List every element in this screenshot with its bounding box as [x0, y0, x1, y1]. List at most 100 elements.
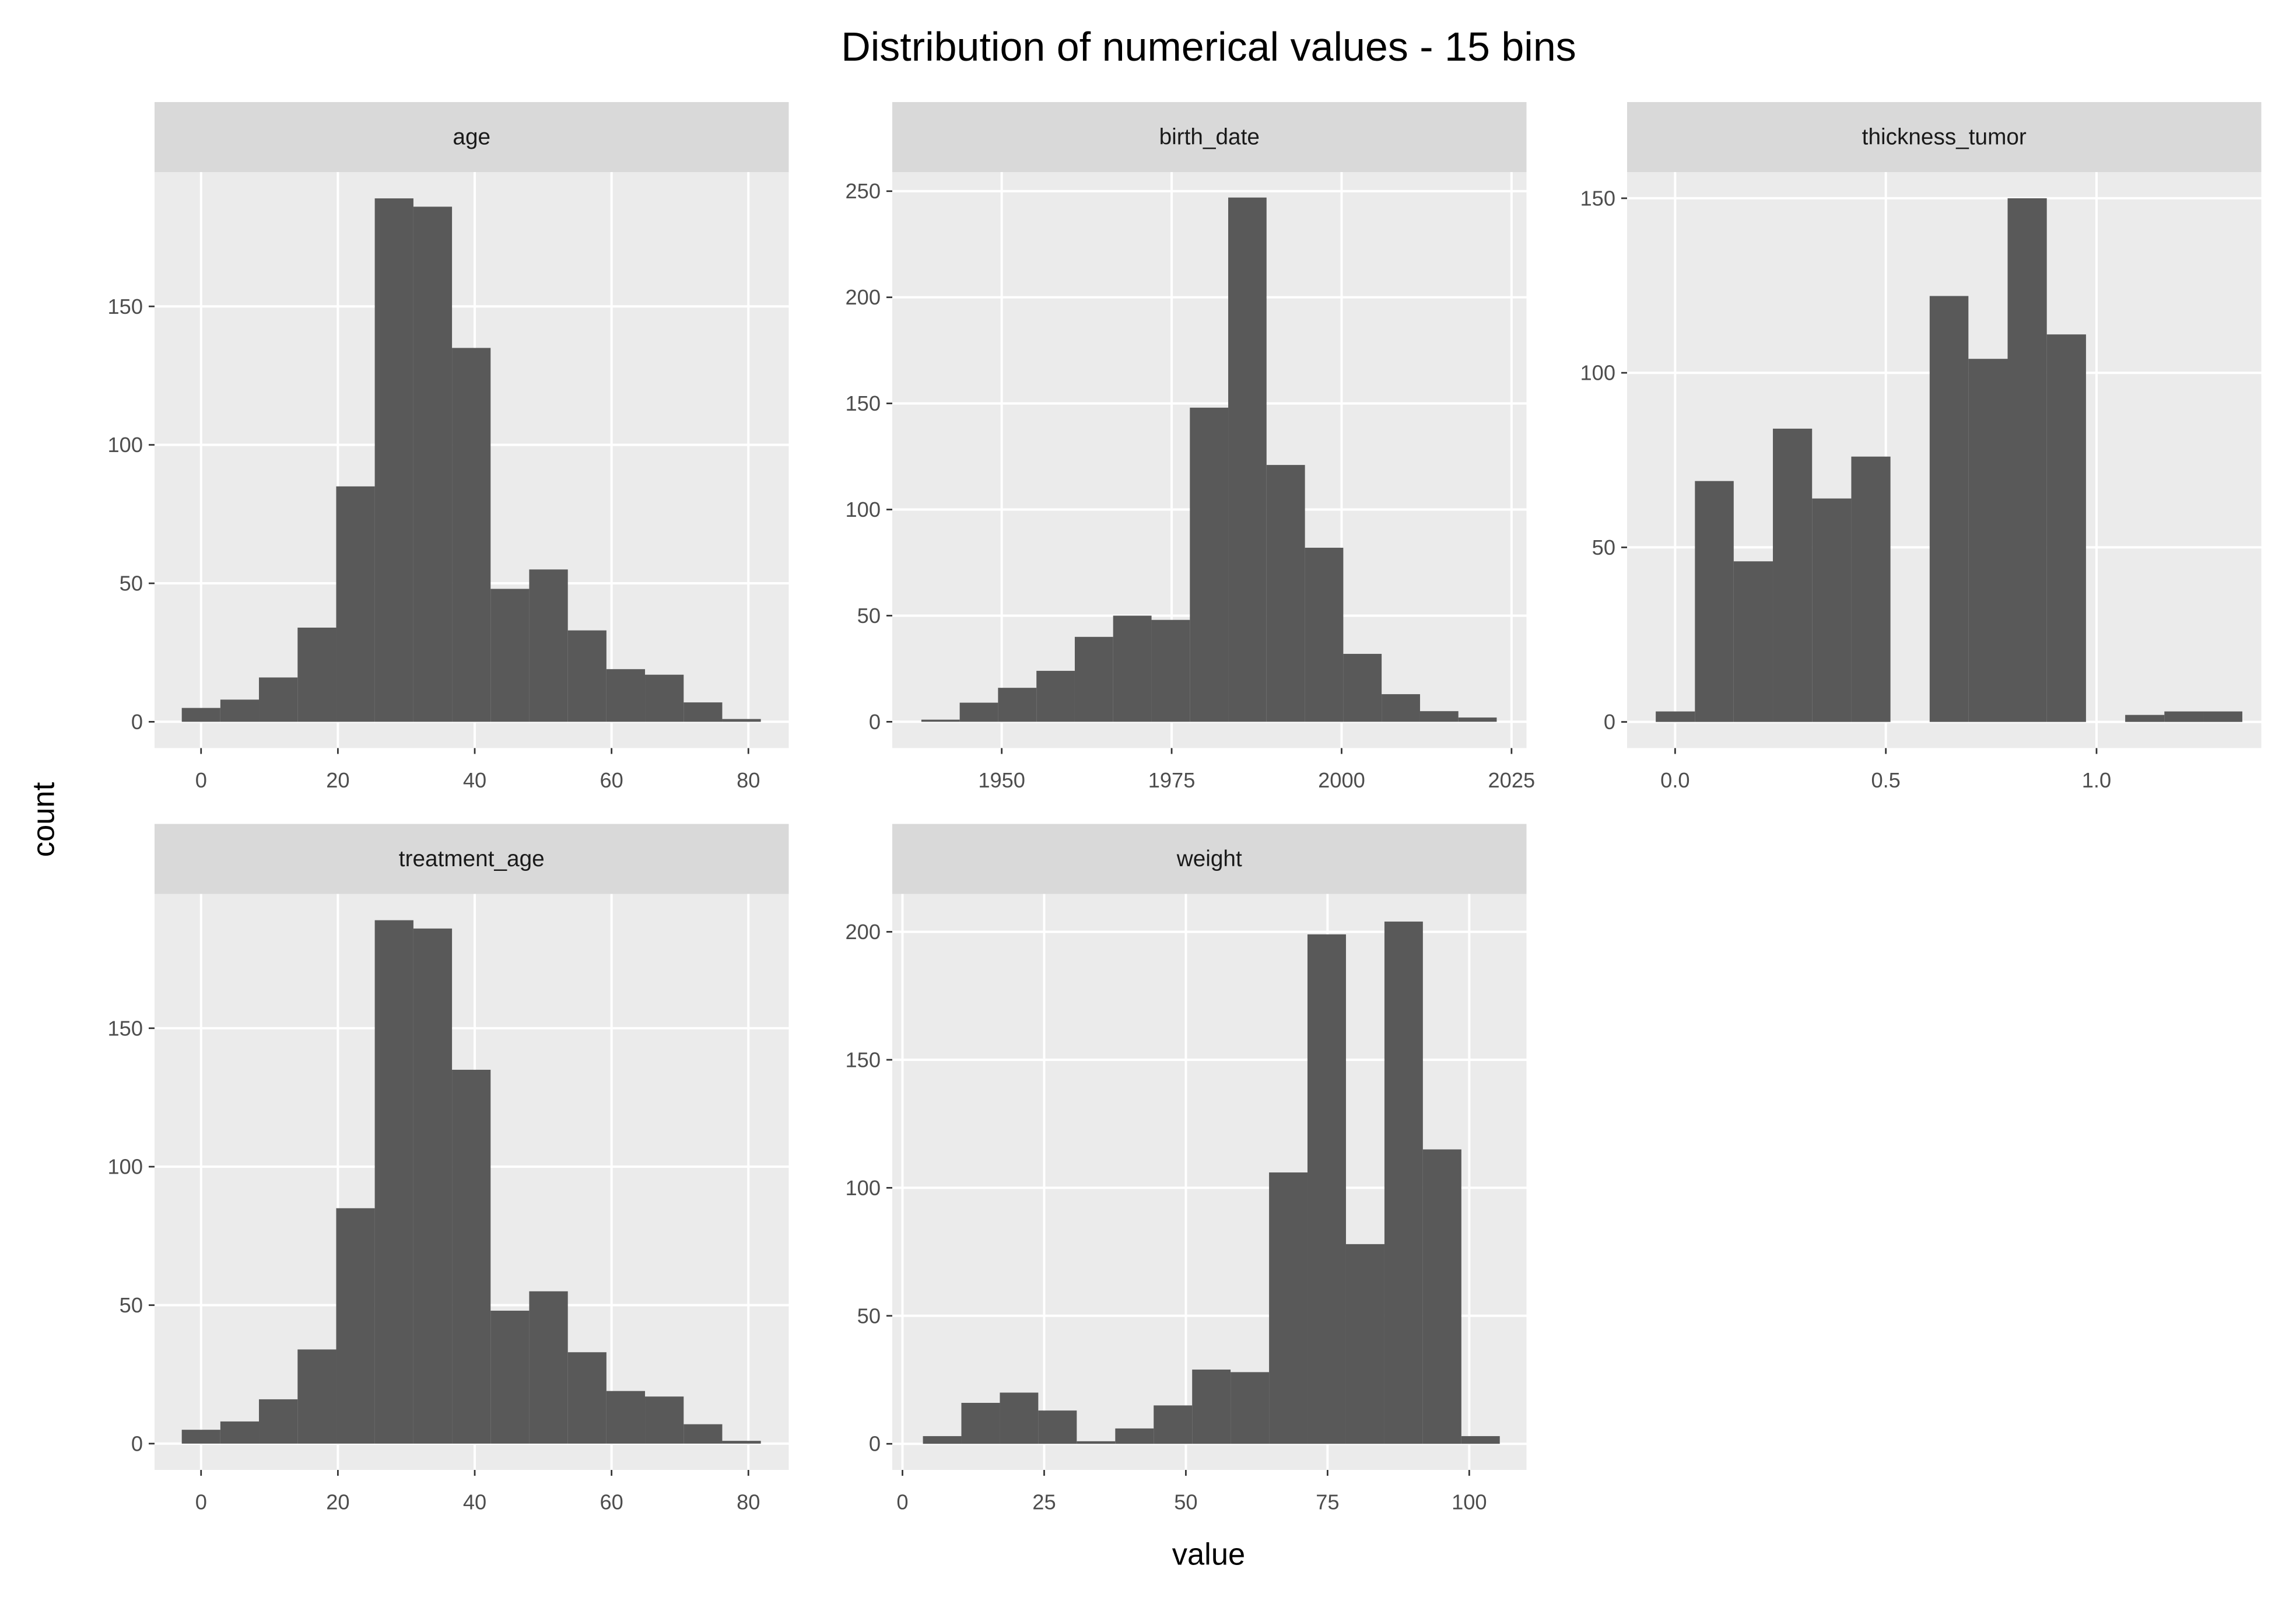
histogram-bar [1074, 636, 1113, 722]
y-tick-label: 100 [108, 1155, 143, 1179]
y-tick-label: 50 [857, 604, 881, 628]
x-tick-label: 0.0 [1660, 768, 1689, 792]
histogram-bar [1695, 481, 1734, 722]
y-tick-label: 100 [846, 1176, 881, 1200]
histogram-bar [1231, 1372, 1270, 1444]
histogram-bar [1000, 1392, 1039, 1444]
histogram-bar [683, 702, 723, 722]
histogram-bar [921, 719, 960, 722]
y-tick-label: 0 [131, 710, 143, 734]
histogram-bar [1422, 1149, 1461, 1444]
histogram-bar [722, 1441, 761, 1444]
y-tick-label: 150 [846, 1048, 881, 1072]
y-tick-label: 50 [1592, 535, 1615, 559]
strip-background [892, 102, 1527, 173]
histogram-bar [181, 1430, 220, 1444]
x-tick-label: 40 [463, 1490, 486, 1514]
strip-label: weight [1176, 846, 1242, 871]
y-tick-label: 50 [857, 1304, 881, 1328]
histogram-bar [1343, 653, 1382, 722]
histogram-bar [1458, 717, 1497, 722]
x-tick-label: 20 [326, 768, 349, 792]
x-tick-label: 1.0 [2082, 768, 2111, 792]
x-tick-label: 0.5 [1871, 768, 1900, 792]
histogram-bar [1036, 671, 1075, 722]
x-tick-label: 25 [1032, 1490, 1056, 1514]
histogram-bar [1419, 711, 1459, 722]
y-tick-label: 100 [108, 433, 143, 457]
histogram-bar [1382, 694, 1420, 722]
histogram-bar [374, 198, 413, 722]
histogram-bar [529, 569, 568, 722]
x-tick-label: 100 [1452, 1490, 1487, 1514]
histogram-bar [683, 1424, 723, 1444]
histogram-bar [1154, 1405, 1193, 1444]
x-tick-label: 0 [195, 1490, 207, 1514]
y-tick-label: 0 [869, 710, 881, 734]
histogram-bar [1151, 619, 1190, 722]
y-tick-label: 50 [120, 1293, 143, 1317]
histogram-bar [529, 1291, 568, 1444]
x-tick-label: 2000 [1318, 768, 1365, 792]
histogram-bar [2007, 198, 2047, 722]
histogram-bar [220, 699, 260, 722]
histogram-bar [1077, 1441, 1116, 1444]
x-tick-label: 20 [326, 1490, 349, 1514]
y-tick-label: 0 [1604, 710, 1615, 734]
histogram-bar [336, 486, 375, 722]
histogram-bar [1929, 296, 1969, 722]
histogram-bar [1733, 561, 1773, 722]
y-tick-label: 150 [108, 295, 143, 318]
strip-label: age [453, 125, 490, 150]
histogram-bar [961, 1403, 1000, 1444]
x-tick-label: 1950 [978, 768, 1025, 792]
x-tick-label: 1975 [1148, 768, 1196, 792]
histogram-bar [490, 589, 530, 722]
histogram-bar [220, 1421, 260, 1444]
y-tick-label: 200 [846, 920, 881, 944]
histogram-bar [998, 688, 1037, 722]
strip-background [1627, 102, 2262, 173]
histogram-bar [1384, 921, 1423, 1444]
strip-background [155, 824, 789, 894]
y-tick-label: 50 [120, 572, 143, 596]
x-tick-label: 50 [1174, 1490, 1197, 1514]
histogram-bar [959, 702, 998, 722]
strip-background [155, 102, 789, 173]
histogram-bar [490, 1311, 530, 1444]
x-axis-label: value [1172, 1538, 1246, 1572]
histogram-bar [259, 1399, 298, 1444]
histogram-bar [2046, 334, 2086, 722]
y-tick-label: 200 [846, 285, 881, 309]
histogram-bar [374, 920, 413, 1444]
y-axis-label: count [27, 782, 61, 857]
histogram-bar [1269, 1172, 1308, 1444]
x-tick-label: 80 [737, 1490, 760, 1514]
histogram-bar [645, 674, 684, 722]
histogram-bar [1812, 498, 1852, 722]
histogram-bar [1190, 407, 1229, 722]
x-tick-label: 2025 [1488, 768, 1536, 792]
x-tick-label: 0 [896, 1490, 908, 1514]
histogram-bar [1192, 1369, 1231, 1444]
histogram-bar [606, 669, 646, 722]
y-tick-label: 100 [1580, 361, 1615, 385]
histogram-bar [1968, 359, 2008, 722]
histogram-bar [1113, 615, 1152, 722]
x-tick-label: 0 [195, 768, 207, 792]
y-tick-label: 0 [869, 1432, 881, 1456]
x-tick-label: 40 [463, 768, 486, 792]
histogram-bar [1773, 428, 1813, 722]
histogram-bar [606, 1391, 646, 1444]
histogram-bar [297, 1349, 336, 1444]
histogram-bar [567, 1352, 607, 1444]
histogram-bar [1038, 1410, 1077, 1444]
histogram-bar [1305, 548, 1344, 722]
y-tick-label: 150 [108, 1016, 143, 1040]
histogram-bar [2125, 715, 2165, 722]
histogram-bar [722, 719, 761, 722]
histogram-bar [567, 630, 607, 722]
histogram-bar [923, 1436, 962, 1444]
